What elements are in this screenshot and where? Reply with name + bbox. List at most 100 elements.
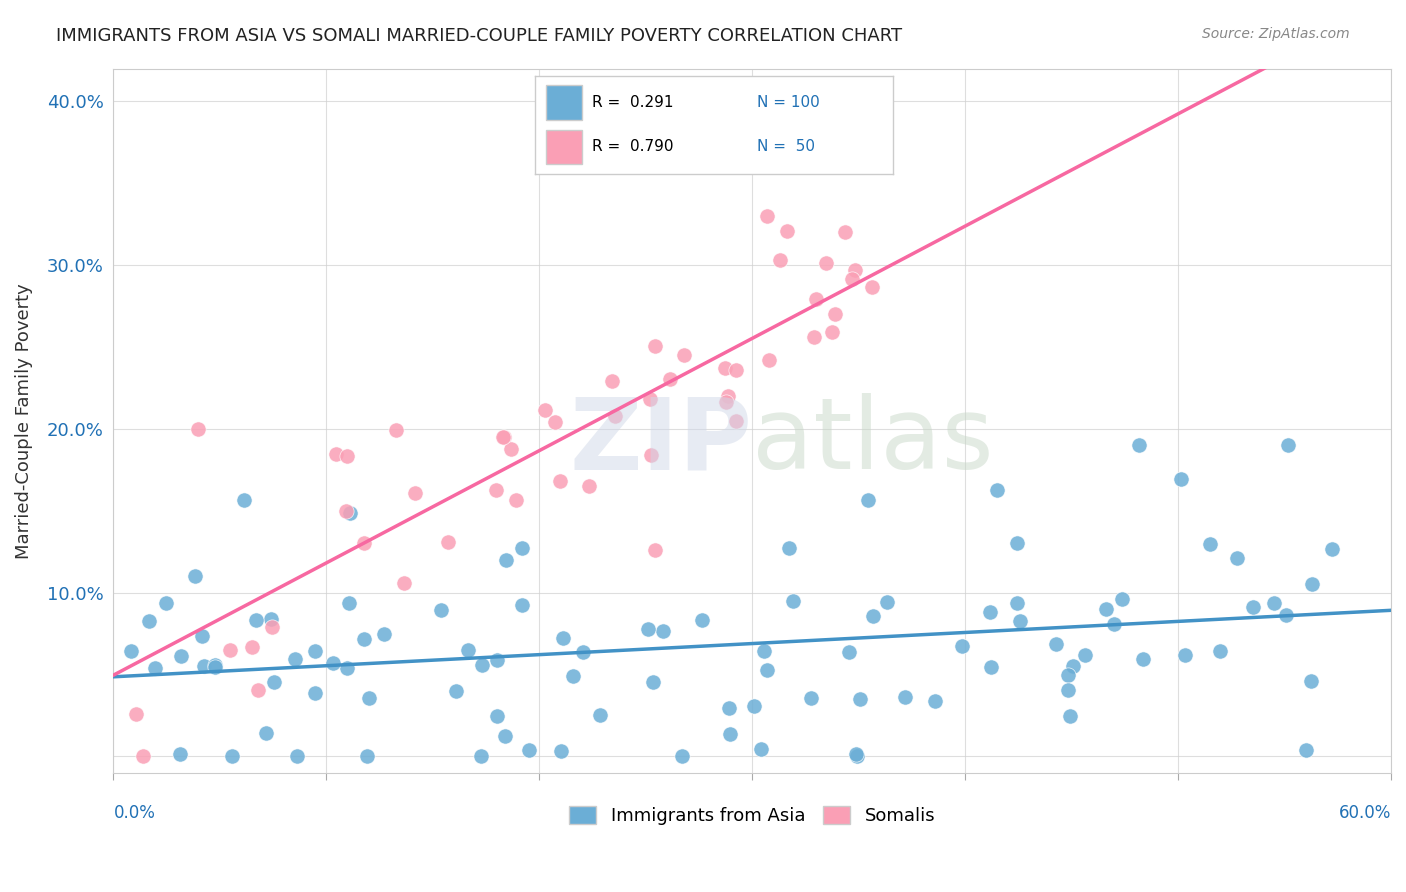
Point xyxy=(219,642,242,657)
Point xyxy=(353,632,375,646)
Point xyxy=(845,747,868,761)
Point xyxy=(505,493,527,508)
Point xyxy=(717,701,740,715)
Point xyxy=(1005,596,1028,610)
Point xyxy=(373,627,395,641)
Point xyxy=(285,749,308,764)
Point xyxy=(856,492,879,507)
Point xyxy=(1301,673,1323,688)
Point xyxy=(1010,615,1032,629)
Point xyxy=(1057,683,1080,698)
Point xyxy=(578,479,600,493)
Point xyxy=(260,620,283,634)
Point xyxy=(232,493,254,508)
Point xyxy=(659,371,682,385)
Point xyxy=(724,414,747,428)
Point xyxy=(263,675,285,690)
Point xyxy=(1007,536,1029,550)
Point xyxy=(385,423,408,437)
Point xyxy=(486,653,509,667)
Point xyxy=(254,726,277,740)
Point xyxy=(749,742,772,756)
Point xyxy=(517,743,540,757)
Point xyxy=(1322,541,1344,556)
Point xyxy=(471,657,494,672)
Point xyxy=(191,629,214,643)
Point xyxy=(550,743,572,757)
Point xyxy=(551,631,574,645)
Point xyxy=(758,352,780,367)
Point xyxy=(1199,537,1222,551)
Point xyxy=(1208,644,1230,658)
Point xyxy=(804,292,827,306)
Text: 60.0%: 60.0% xyxy=(1339,805,1391,822)
Text: Source: ZipAtlas.com: Source: ZipAtlas.com xyxy=(1202,27,1350,41)
Point xyxy=(494,729,516,743)
Point xyxy=(193,658,215,673)
Point xyxy=(561,669,583,683)
Point xyxy=(138,614,160,628)
Point xyxy=(131,749,153,764)
Point xyxy=(725,362,748,376)
Point xyxy=(846,749,869,764)
Point xyxy=(492,430,515,444)
Point xyxy=(1295,742,1317,756)
Point xyxy=(1095,601,1118,615)
Point xyxy=(768,252,790,267)
Point xyxy=(718,727,741,741)
Legend: Immigrants from Asia, Somalis: Immigrants from Asia, Somalis xyxy=(560,797,945,834)
Point xyxy=(755,663,778,677)
Text: ZIP: ZIP xyxy=(569,393,752,491)
Point xyxy=(641,675,664,690)
Point xyxy=(876,595,898,609)
Point xyxy=(325,447,347,461)
Point xyxy=(1111,592,1133,607)
Point xyxy=(1059,709,1081,723)
Point xyxy=(979,605,1001,619)
Point xyxy=(356,749,378,764)
Point xyxy=(862,280,884,294)
Point xyxy=(838,645,860,659)
Point xyxy=(430,603,453,617)
Point xyxy=(800,691,823,706)
Point xyxy=(259,612,281,626)
Point xyxy=(336,450,359,464)
Point xyxy=(1045,637,1067,651)
Point xyxy=(339,506,361,520)
Point xyxy=(1174,648,1197,662)
Point xyxy=(862,609,884,624)
Point xyxy=(1241,599,1264,614)
Point xyxy=(716,389,738,403)
Point xyxy=(776,224,799,238)
Point xyxy=(322,656,344,670)
Point xyxy=(304,686,326,700)
Point xyxy=(143,660,166,674)
Point xyxy=(1102,616,1125,631)
Point xyxy=(605,409,627,423)
Point xyxy=(821,325,844,339)
Point xyxy=(1128,438,1150,452)
Y-axis label: Married-Couple Family Poverty: Married-Couple Family Poverty xyxy=(15,283,32,558)
Point xyxy=(1057,668,1080,682)
Point xyxy=(652,624,675,638)
Point xyxy=(1074,648,1097,662)
Point xyxy=(170,649,193,664)
Point xyxy=(495,553,517,567)
Point xyxy=(335,504,357,518)
Point xyxy=(782,593,804,607)
Point xyxy=(589,707,612,722)
Point xyxy=(155,596,177,610)
Point xyxy=(924,694,946,708)
Point xyxy=(169,747,191,761)
Point xyxy=(184,569,207,583)
Point xyxy=(357,691,380,706)
Point xyxy=(1226,550,1249,565)
Text: atlas: atlas xyxy=(752,393,994,491)
Point xyxy=(284,652,307,666)
Point xyxy=(120,644,142,658)
Point xyxy=(510,598,533,612)
Point xyxy=(240,640,263,654)
Point xyxy=(644,543,666,558)
Point xyxy=(980,660,1002,674)
Point xyxy=(392,576,415,591)
